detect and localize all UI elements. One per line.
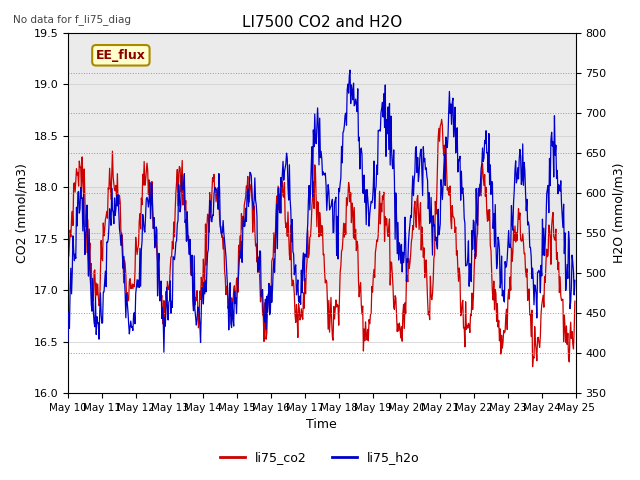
Y-axis label: CO2 (mmol/m3): CO2 (mmol/m3) <box>15 163 28 263</box>
Text: No data for f_li75_diag: No data for f_li75_diag <box>13 14 131 25</box>
Text: EE_flux: EE_flux <box>96 49 146 62</box>
Bar <box>68 187 575 290</box>
Title: LI7500 CO2 and H2O: LI7500 CO2 and H2O <box>242 15 402 30</box>
X-axis label: Time: Time <box>307 419 337 432</box>
Bar <box>68 33 575 187</box>
Y-axis label: H2O (mmol/m3): H2O (mmol/m3) <box>612 163 625 263</box>
Bar <box>68 290 575 393</box>
Legend: li75_co2, li75_h2o: li75_co2, li75_h2o <box>215 446 425 469</box>
